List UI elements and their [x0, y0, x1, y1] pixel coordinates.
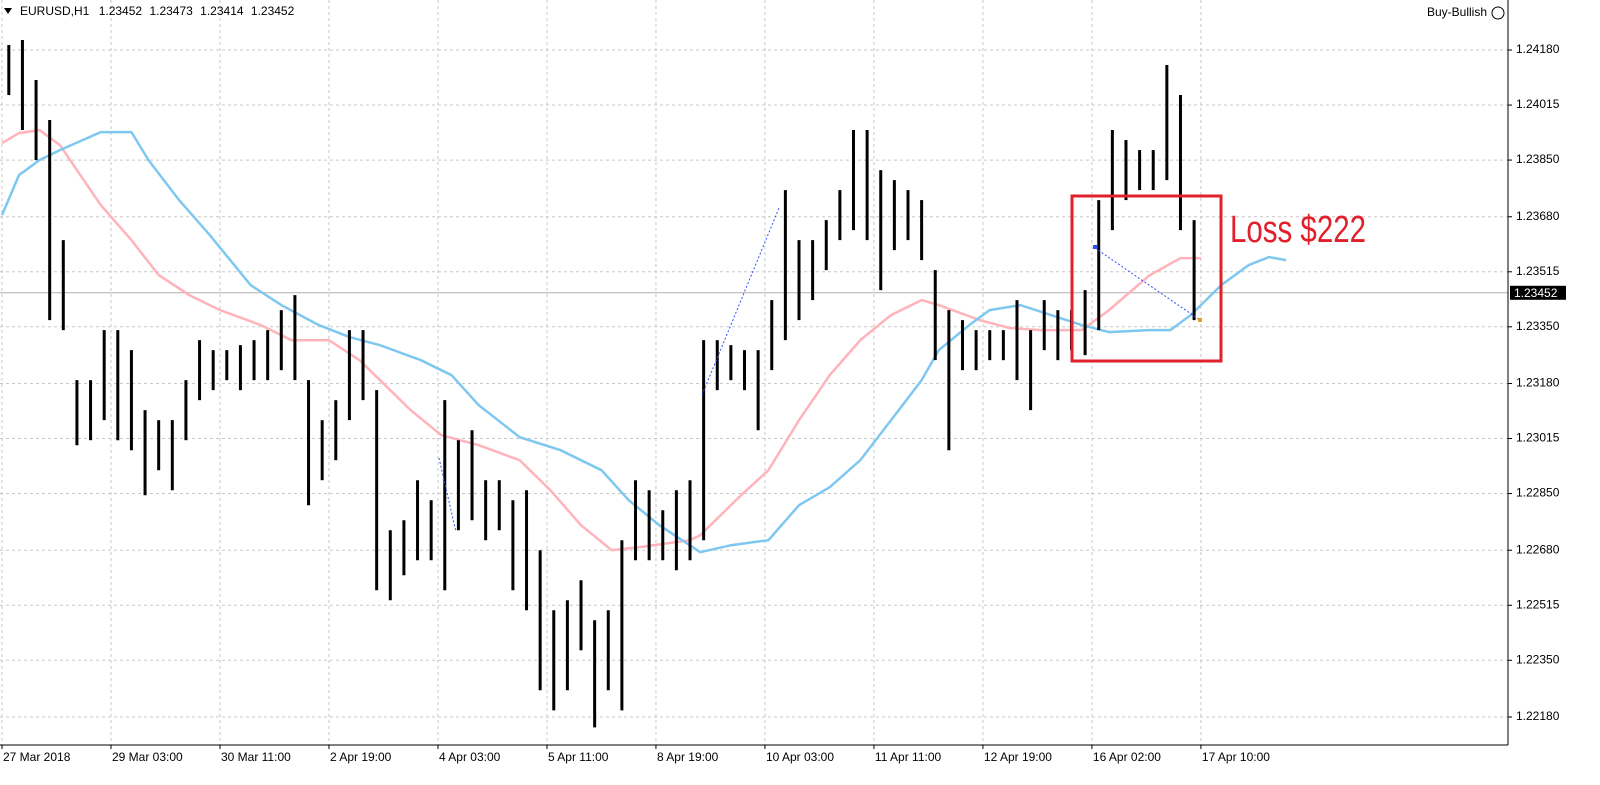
x-tick-label: 2 Apr 19:00 [330, 750, 392, 764]
x-tick-label: 4 Apr 03:00 [439, 750, 501, 764]
current-price-label: 1.23452 [1514, 286, 1558, 300]
y-tick-label: 1.22515 [1516, 597, 1560, 611]
quote: 1.23452 [251, 4, 295, 18]
x-tick-label: 5 Apr 11:00 [548, 750, 609, 764]
y-tick-label: 1.23680 [1516, 209, 1560, 223]
moving-average [0, 130, 1287, 554]
x-tick-label: 27 Mar 2018 [3, 750, 71, 764]
menu-arrow[interactable] [4, 8, 12, 14]
trade-line [701, 207, 780, 396]
quote: 1.23473 [149, 4, 193, 18]
y-tick-label: 1.22850 [1516, 486, 1560, 500]
grid-layer [0, 0, 1508, 745]
header: EURUSD,H1 1.23452 1.23473 1.23414 1.2345… [20, 4, 295, 18]
x-tick-label: 17 Apr 10:00 [1202, 750, 1270, 764]
entry-marker [1093, 245, 1097, 249]
trade-line [438, 457, 457, 533]
mark-layer [0, 40, 1287, 728]
exit-marker [1198, 318, 1202, 322]
moving-average [1, 128, 1201, 552]
trade-line [1094, 247, 1201, 321]
y-tick-label: 1.23350 [1516, 319, 1560, 333]
expert-icon[interactable] [1491, 6, 1505, 20]
expert-name: Buy-Bullish [1427, 5, 1487, 19]
y-tick-label: 1.24180 [1516, 42, 1560, 56]
symbol: EURUSD,H1 [20, 4, 90, 18]
y-tick-label: 1.23180 [1516, 376, 1560, 390]
y-tick-label: 1.23515 [1516, 264, 1560, 278]
x-tick-label: 29 Mar 03:00 [112, 750, 183, 764]
annotation: Loss $222 [1230, 209, 1366, 251]
y-tick-label: 1.23015 [1516, 431, 1560, 445]
x-tick-label: 16 Apr 02:00 [1093, 750, 1161, 764]
highlight-box [1070, 194, 1223, 363]
x-tick-label: 30 Mar 11:00 [221, 750, 291, 764]
y-tick-label: 1.22180 [1516, 709, 1560, 723]
y-tick-label: 1.22680 [1516, 542, 1560, 556]
x-tick-label: 12 Apr 19:00 [984, 750, 1052, 764]
y-tick-label: 1.22350 [1516, 652, 1560, 666]
quote: 1.23452 [99, 4, 143, 18]
quote: 1.23414 [200, 4, 244, 18]
x-tick-label: 8 Apr 19:00 [657, 750, 719, 764]
x-tick-label: 11 Apr 11:00 [875, 750, 942, 764]
y-tick-label: 1.23850 [1516, 152, 1560, 166]
y-tick-label: 1.24015 [1516, 97, 1560, 111]
x-tick-label: 10 Apr 03:00 [766, 750, 834, 764]
current-price-box [1510, 285, 1566, 300]
